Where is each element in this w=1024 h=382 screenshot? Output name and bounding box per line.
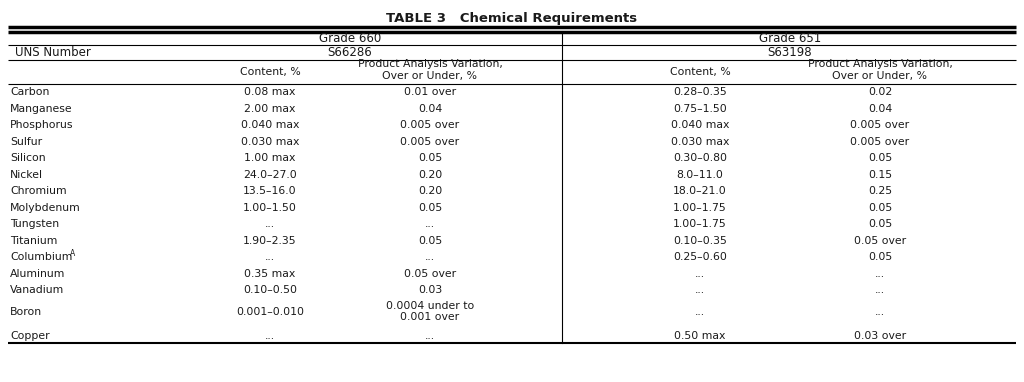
Text: 0.02: 0.02 — [868, 87, 892, 97]
Text: ...: ... — [265, 219, 275, 229]
Text: ...: ... — [695, 269, 706, 279]
Text: Boron: Boron — [10, 307, 42, 317]
Text: 8.0–11.0: 8.0–11.0 — [677, 170, 723, 180]
Text: 0.05: 0.05 — [868, 219, 892, 229]
Text: 0.030 max: 0.030 max — [241, 137, 299, 147]
Text: 0.15: 0.15 — [868, 170, 892, 180]
Text: S66286: S66286 — [328, 46, 373, 59]
Text: 1.00–1.50: 1.00–1.50 — [243, 203, 297, 213]
Text: ...: ... — [425, 219, 435, 229]
Text: 0.005 over: 0.005 over — [851, 120, 909, 130]
Text: ...: ... — [874, 269, 885, 279]
Text: 0.05: 0.05 — [868, 203, 892, 213]
Text: ...: ... — [695, 307, 706, 317]
Text: Grade 660: Grade 660 — [318, 32, 381, 45]
Text: 0.75–1.50: 0.75–1.50 — [673, 104, 727, 114]
Text: 24.0–27.0: 24.0–27.0 — [243, 170, 297, 180]
Text: Nickel: Nickel — [10, 170, 43, 180]
Text: 18.0–21.0: 18.0–21.0 — [673, 186, 727, 196]
Text: 0.03 over: 0.03 over — [854, 332, 906, 342]
Text: Product Analysis Variation,
Over or Under, %: Product Analysis Variation, Over or Unde… — [808, 59, 952, 81]
Text: 0.30–0.80: 0.30–0.80 — [673, 153, 727, 163]
Text: ...: ... — [425, 252, 435, 262]
Text: Content, %: Content, % — [670, 67, 730, 77]
Text: S63198: S63198 — [768, 46, 812, 59]
Text: 0.10–0.35: 0.10–0.35 — [673, 236, 727, 246]
Text: 0.001–0.010: 0.001–0.010 — [236, 307, 304, 317]
Text: 1.90–2.35: 1.90–2.35 — [243, 236, 297, 246]
Text: 0.005 over: 0.005 over — [400, 120, 460, 130]
Text: Content, %: Content, % — [240, 67, 300, 77]
Text: 0.05: 0.05 — [418, 236, 442, 246]
Text: ...: ... — [874, 285, 885, 295]
Text: Molybdenum: Molybdenum — [10, 203, 81, 213]
Text: 0.01 over: 0.01 over — [403, 87, 456, 97]
Text: 0.05: 0.05 — [868, 252, 892, 262]
Text: 0.0004 under to
0.001 over: 0.0004 under to 0.001 over — [386, 301, 474, 322]
Text: 1.00–1.75: 1.00–1.75 — [673, 203, 727, 213]
Text: Sulfur: Sulfur — [10, 137, 42, 147]
Text: Tungsten: Tungsten — [10, 219, 59, 229]
Text: ...: ... — [874, 307, 885, 317]
Text: Silicon: Silicon — [10, 153, 46, 163]
Text: 0.25: 0.25 — [868, 186, 892, 196]
Text: 0.040 max: 0.040 max — [241, 120, 299, 130]
Text: 1.00–1.75: 1.00–1.75 — [673, 219, 727, 229]
Text: 0.030 max: 0.030 max — [671, 137, 729, 147]
Text: ...: ... — [265, 252, 275, 262]
Text: 0.005 over: 0.005 over — [400, 137, 460, 147]
Text: 0.05: 0.05 — [418, 153, 442, 163]
Text: Carbon: Carbon — [10, 87, 49, 97]
Text: 0.005 over: 0.005 over — [851, 137, 909, 147]
Text: 0.05 over: 0.05 over — [854, 236, 906, 246]
Text: 0.35 max: 0.35 max — [245, 269, 296, 279]
Text: 0.04: 0.04 — [868, 104, 892, 114]
Text: TABLE 3   Chemical Requirements: TABLE 3 Chemical Requirements — [386, 12, 638, 25]
Text: Manganese: Manganese — [10, 104, 73, 114]
Text: 0.25–0.60: 0.25–0.60 — [673, 252, 727, 262]
Text: Phosphorus: Phosphorus — [10, 120, 74, 130]
Text: ...: ... — [265, 332, 275, 342]
Text: Columbium: Columbium — [10, 252, 73, 262]
Text: ...: ... — [425, 332, 435, 342]
Text: 0.05 over: 0.05 over — [403, 269, 456, 279]
Text: Grade 651: Grade 651 — [759, 32, 821, 45]
Text: A: A — [70, 249, 75, 258]
Text: Aluminum: Aluminum — [10, 269, 66, 279]
Text: Chromium: Chromium — [10, 186, 67, 196]
Text: 1.00 max: 1.00 max — [245, 153, 296, 163]
Text: 0.04: 0.04 — [418, 104, 442, 114]
Text: Product Analysis Variation,
Over or Under, %: Product Analysis Variation, Over or Unde… — [357, 59, 503, 81]
Text: 0.05: 0.05 — [418, 203, 442, 213]
Text: 0.03: 0.03 — [418, 285, 442, 295]
Text: 0.05: 0.05 — [868, 153, 892, 163]
Text: Titanium: Titanium — [10, 236, 57, 246]
Text: 0.040 max: 0.040 max — [671, 120, 729, 130]
Text: 13.5–16.0: 13.5–16.0 — [243, 186, 297, 196]
Text: Copper: Copper — [10, 332, 49, 342]
Text: 0.28–0.35: 0.28–0.35 — [673, 87, 727, 97]
Text: 2.00 max: 2.00 max — [245, 104, 296, 114]
Text: ...: ... — [695, 285, 706, 295]
Text: 0.10–0.50: 0.10–0.50 — [243, 285, 297, 295]
Text: UNS Number: UNS Number — [15, 46, 91, 59]
Text: 0.20: 0.20 — [418, 186, 442, 196]
Text: 0.08 max: 0.08 max — [245, 87, 296, 97]
Text: Vanadium: Vanadium — [10, 285, 65, 295]
Text: 0.20: 0.20 — [418, 170, 442, 180]
Text: 0.50 max: 0.50 max — [675, 332, 726, 342]
